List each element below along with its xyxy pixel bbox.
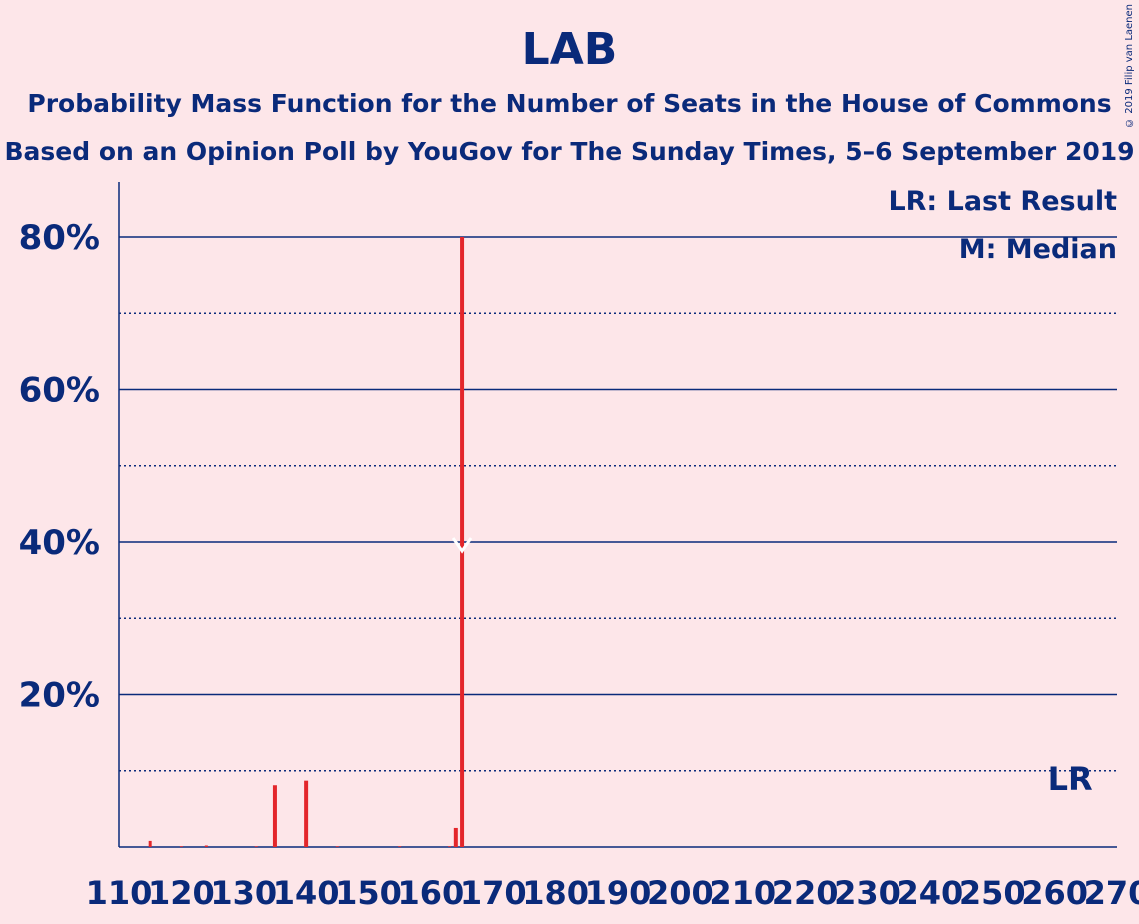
x-tick-label: 200 [647,874,714,912]
median-marker [451,537,473,554]
x-tick-label: 240 [896,874,963,912]
x-tick-label: 180 [522,874,589,912]
x-tick-label: 170 [460,874,527,912]
x-tick-label: 130 [210,874,277,912]
pmf-bar [304,780,309,847]
x-tick-label: 150 [335,874,402,912]
pmf-bar [179,846,183,847]
x-tick-label: 110 [86,874,153,912]
pmf-bar [398,846,402,847]
pmf-bar [448,846,452,847]
x-tick-label: 250 [959,874,1026,912]
legend-median: M: Median [959,234,1117,265]
x-tick-label: 230 [834,874,901,912]
x-tick-label: 190 [585,874,652,912]
y-tick-label: 20% [19,676,100,716]
y-tick-label: 60% [19,371,100,411]
x-tick-label: 160 [397,874,464,912]
pmf-bar [272,785,277,847]
x-tick-label: 220 [772,874,839,912]
last-result-label: LR [1048,760,1093,798]
chart-title: LAB [521,24,618,75]
legend-last-result: LR: Last Result [888,186,1117,217]
x-tick-label: 120 [148,874,215,912]
x-tick-label: 260 [1021,874,1088,912]
chart-subtitle-line-1: Probability Mass Function for the Number… [27,89,1112,118]
pmf-bar [254,846,258,847]
x-tick-label: 210 [709,874,776,912]
pmf-bar [453,827,458,847]
pmf-bar [204,845,208,847]
chart-subtitle-line-2: Based on an Opinion Poll by YouGov for T… [4,137,1135,166]
x-tick-label: 270 [1084,874,1139,912]
pmf-bar [335,846,339,847]
y-tick-label: 80% [19,218,100,258]
y-tick-label: 40% [19,523,100,563]
pmf-bar [460,237,465,847]
x-tick-label: 140 [273,874,340,912]
pmf-bar [148,840,152,847]
